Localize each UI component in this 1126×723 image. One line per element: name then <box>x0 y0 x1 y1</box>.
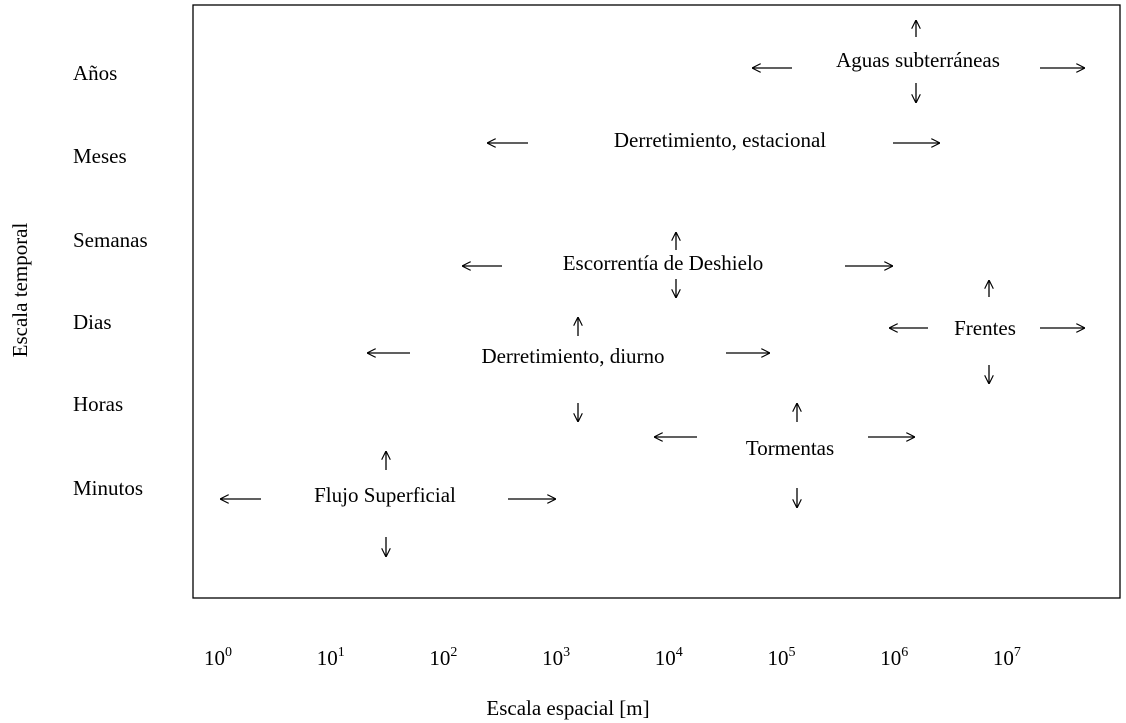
x-label-exponent: 1 <box>338 645 345 660</box>
time-label: Minutos <box>73 476 143 500</box>
x-labels: 100 101 102 103 104 105 106 107 <box>204 645 1021 670</box>
x-label-exponent: 6 <box>901 645 908 660</box>
time-label: Dias <box>73 310 112 334</box>
x-label-base: 10 <box>429 646 450 670</box>
process: Derretimiento, diurno <box>481 344 664 368</box>
time-label: Horas <box>73 392 123 416</box>
x-label: 107 <box>993 645 1021 670</box>
x-label-exponent: 7 <box>1014 645 1021 660</box>
x-label-base: 10 <box>880 646 901 670</box>
x-label-base: 10 <box>768 646 789 670</box>
x-label: 101 <box>317 645 345 670</box>
x-label-exponent: 2 <box>450 645 457 660</box>
x-label-exponent: 3 <box>563 645 570 660</box>
process: Derretimiento, estacional <box>614 128 826 152</box>
y-axis-label: Escala temporal <box>8 222 32 357</box>
x-label-exponent: 4 <box>676 645 683 660</box>
x-label: 102 <box>429 645 457 670</box>
x-label: 106 <box>880 645 908 670</box>
x-label: 104 <box>655 645 683 670</box>
frame <box>192 4 1121 599</box>
process: Frentes <box>954 316 1016 340</box>
x-axis-label: Escala espacial [m] <box>486 696 649 720</box>
process: Escorrentía de Deshielo <box>563 251 764 275</box>
x-label: 100 <box>204 645 232 670</box>
arrows <box>220 20 1085 557</box>
x-label-base: 10 <box>317 646 338 670</box>
x-label: 105 <box>768 645 796 670</box>
process: Tormentas <box>746 436 834 460</box>
x-label-base: 10 <box>993 646 1014 670</box>
x-label: 103 <box>542 645 570 670</box>
x-label-base: 10 <box>542 646 563 670</box>
x-label-exponent: 0 <box>225 645 232 660</box>
process: Aguas subterráneas <box>836 48 1000 72</box>
process: Flujo Superficial <box>314 483 456 507</box>
time-label: Años <box>73 61 117 85</box>
x-label-base: 10 <box>655 646 676 670</box>
time-label: Semanas <box>73 228 148 252</box>
x-label-base: 10 <box>204 646 225 670</box>
x-label-exponent: 5 <box>789 645 796 660</box>
time-label: Meses <box>73 144 127 168</box>
